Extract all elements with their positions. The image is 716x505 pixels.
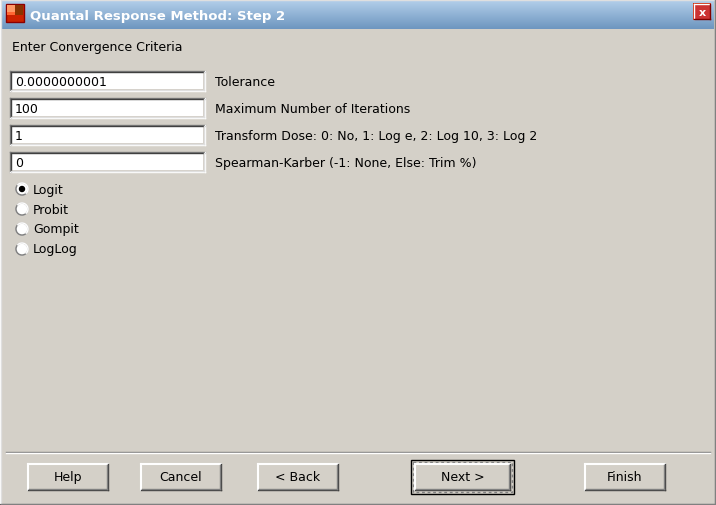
Bar xyxy=(2,4,714,5)
Bar xyxy=(693,4,711,21)
Text: Gompit: Gompit xyxy=(33,223,79,236)
Text: < Back: < Back xyxy=(276,471,321,484)
Text: Quantal Response Method: Step 2: Quantal Response Method: Step 2 xyxy=(30,10,285,22)
Bar xyxy=(15,6,23,16)
Bar xyxy=(2,27,714,28)
Text: Next >: Next > xyxy=(440,471,484,484)
Circle shape xyxy=(16,224,28,235)
Bar xyxy=(259,465,337,489)
Text: Help: Help xyxy=(54,471,82,484)
Bar xyxy=(2,26,714,27)
Circle shape xyxy=(17,185,26,194)
Bar xyxy=(2,2,714,3)
Bar xyxy=(7,6,15,13)
Bar xyxy=(2,9,714,10)
Bar xyxy=(586,465,664,489)
Circle shape xyxy=(16,243,28,256)
Text: LogLog: LogLog xyxy=(33,243,78,256)
Bar xyxy=(12,74,203,90)
Bar xyxy=(411,460,514,494)
Bar xyxy=(2,25,714,26)
Bar xyxy=(2,28,714,29)
Bar xyxy=(142,465,220,489)
Text: Tolerance: Tolerance xyxy=(215,75,275,88)
Bar xyxy=(2,10,714,11)
Bar xyxy=(12,101,203,117)
Bar xyxy=(2,21,714,22)
Circle shape xyxy=(16,184,28,195)
Text: Cancel: Cancel xyxy=(160,471,203,484)
Circle shape xyxy=(19,187,24,192)
Bar xyxy=(2,19,714,20)
Bar xyxy=(2,22,714,23)
Bar xyxy=(6,5,24,23)
Bar xyxy=(2,3,714,4)
Text: Probit: Probit xyxy=(33,203,69,216)
Text: 100: 100 xyxy=(15,103,39,115)
Bar xyxy=(2,6,714,7)
Bar xyxy=(2,8,714,9)
Bar xyxy=(2,14,714,15)
Text: 0.0000000001: 0.0000000001 xyxy=(15,75,107,88)
Bar xyxy=(2,16,714,17)
Bar xyxy=(2,13,714,14)
Text: 0: 0 xyxy=(15,156,23,169)
Bar xyxy=(413,462,512,492)
Text: Finish: Finish xyxy=(607,471,643,484)
Bar xyxy=(694,5,710,20)
Text: Logit: Logit xyxy=(33,183,64,196)
Bar xyxy=(2,23,714,24)
Text: Maximum Number of Iterations: Maximum Number of Iterations xyxy=(215,103,410,115)
Bar xyxy=(12,128,203,144)
Bar xyxy=(2,5,714,6)
Text: Transform Dose: 0: No, 1: Log e, 2: Log 10, 3: Log 2: Transform Dose: 0: No, 1: Log e, 2: Log … xyxy=(215,129,537,142)
Bar xyxy=(2,17,714,18)
Bar xyxy=(2,29,714,30)
Bar xyxy=(2,20,714,21)
Circle shape xyxy=(17,225,26,234)
Text: Spearman-Karber (-1: None, Else: Trim %): Spearman-Karber (-1: None, Else: Trim %) xyxy=(215,156,477,169)
Bar xyxy=(2,11,714,12)
Circle shape xyxy=(17,205,26,214)
Bar xyxy=(12,155,203,171)
Circle shape xyxy=(17,245,26,254)
Bar xyxy=(2,12,714,13)
Bar xyxy=(2,18,714,19)
Bar xyxy=(416,465,509,489)
Text: x: x xyxy=(698,8,705,18)
Circle shape xyxy=(16,204,28,216)
Bar xyxy=(2,7,714,8)
Bar xyxy=(7,13,15,16)
Text: Enter Convergence Criteria: Enter Convergence Criteria xyxy=(12,40,183,54)
Bar xyxy=(29,465,107,489)
Bar xyxy=(2,24,714,25)
Bar xyxy=(2,15,714,16)
Text: 1: 1 xyxy=(15,129,23,142)
